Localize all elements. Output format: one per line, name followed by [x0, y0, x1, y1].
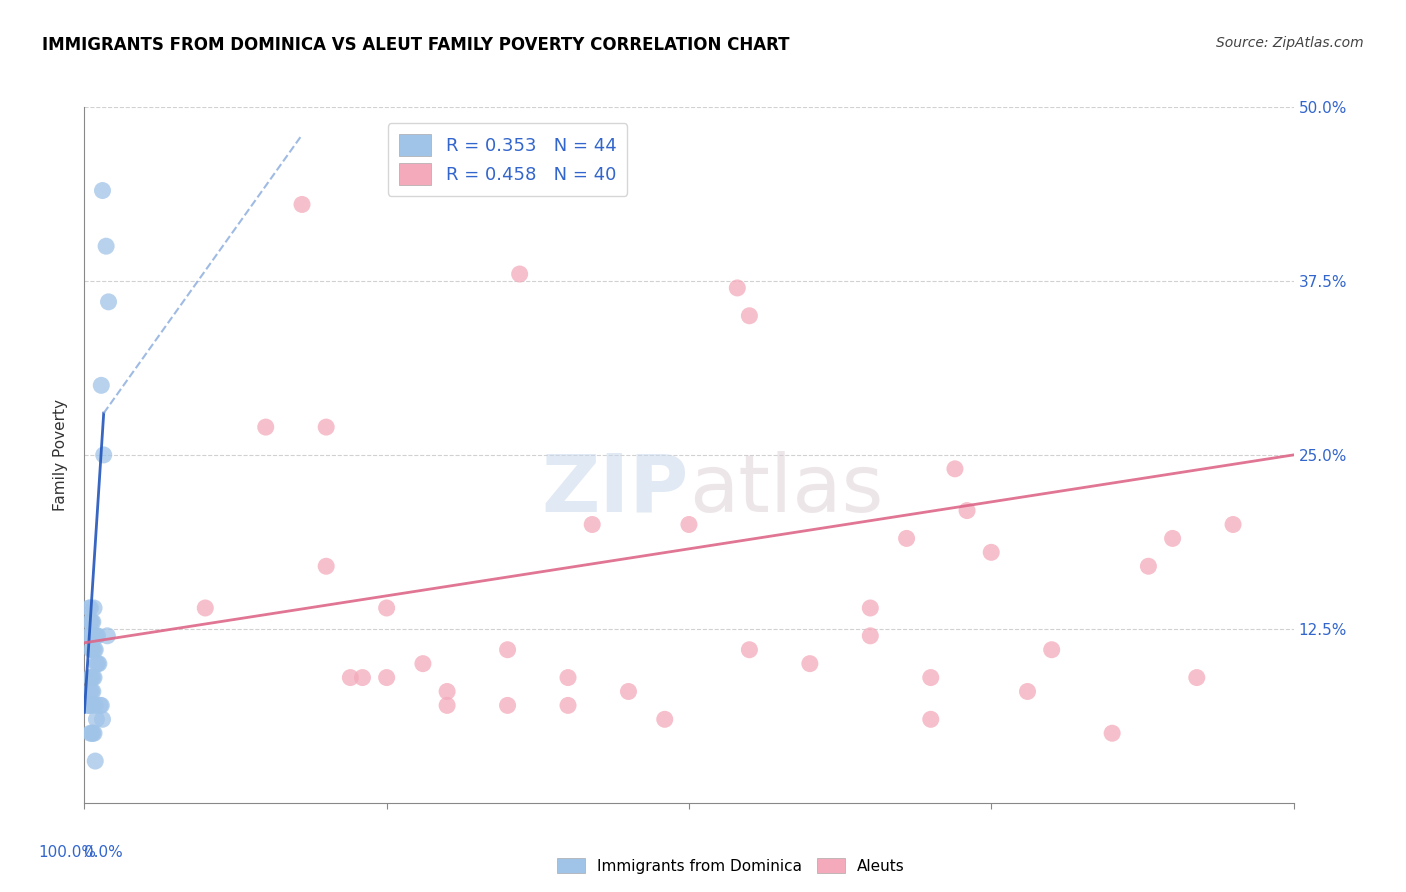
Point	[82, 726, 104, 740]
Legend: R = 0.353   N = 44, R = 0.458   N = 40: R = 0.353 N = 44, R = 0.458 N = 40	[388, 123, 627, 196]
Point	[80, 684, 103, 698]
Point	[80, 642, 103, 657]
Point	[79, 629, 101, 643]
Point	[77, 698, 100, 713]
Point	[86, 657, 108, 671]
Point	[84, 629, 107, 643]
Point	[291, 197, 314, 211]
Point	[1222, 517, 1244, 532]
Point	[80, 698, 103, 713]
Point	[83, 726, 105, 740]
Point	[86, 712, 108, 726]
Point	[96, 629, 118, 643]
Point	[82, 615, 104, 629]
Point	[956, 503, 979, 517]
Point	[77, 601, 100, 615]
Point	[79, 684, 101, 698]
Point	[77, 629, 100, 643]
Point	[1161, 532, 1184, 546]
Point	[496, 642, 519, 657]
Point	[80, 671, 103, 685]
Point	[1101, 726, 1123, 740]
Point	[315, 559, 337, 574]
Text: ZIP: ZIP	[541, 450, 689, 529]
Point	[91, 184, 114, 198]
Point	[84, 642, 107, 657]
Point	[725, 281, 748, 295]
Point	[93, 448, 115, 462]
Point	[1137, 559, 1160, 574]
Text: 100.0%: 100.0%	[38, 845, 97, 860]
Point	[80, 726, 103, 740]
Point	[920, 671, 942, 685]
Point	[84, 698, 107, 713]
Text: Source: ZipAtlas.com: Source: ZipAtlas.com	[1216, 36, 1364, 50]
Text: 0.0%: 0.0%	[84, 845, 124, 860]
Point	[86, 629, 108, 643]
Point	[82, 684, 104, 698]
Point	[1017, 684, 1039, 698]
Point	[86, 657, 108, 671]
Text: atlas: atlas	[689, 450, 883, 529]
Point	[352, 671, 374, 685]
Point	[859, 601, 882, 615]
Point	[82, 642, 104, 657]
Point	[315, 420, 337, 434]
Point	[254, 420, 277, 434]
Point	[80, 615, 103, 629]
Point	[1040, 642, 1063, 657]
Point	[79, 726, 101, 740]
Point	[412, 657, 434, 671]
Point	[375, 671, 398, 685]
Point	[90, 698, 112, 713]
Point	[557, 698, 579, 713]
Point	[79, 601, 101, 615]
Point	[436, 698, 458, 713]
Point	[654, 712, 676, 726]
Point	[86, 629, 108, 643]
Point	[678, 517, 700, 532]
Point	[581, 517, 603, 532]
Point	[97, 294, 120, 309]
Point	[859, 629, 882, 643]
Point	[91, 712, 114, 726]
Point	[79, 615, 101, 629]
Point	[89, 698, 111, 713]
Point	[94, 239, 117, 253]
Point	[83, 601, 105, 615]
Point	[83, 642, 105, 657]
Point	[82, 671, 104, 685]
Point	[557, 671, 579, 685]
Point	[436, 684, 458, 698]
Point	[84, 754, 107, 768]
Text: IMMIGRANTS FROM DOMINICA VS ALEUT FAMILY POVERTY CORRELATION CHART: IMMIGRANTS FROM DOMINICA VS ALEUT FAMILY…	[42, 36, 790, 54]
Point	[509, 267, 531, 281]
Point	[194, 601, 217, 615]
Point	[83, 671, 105, 685]
Point	[980, 545, 1002, 559]
Point	[617, 684, 640, 698]
Point	[943, 462, 966, 476]
Point	[375, 601, 398, 615]
Point	[496, 698, 519, 713]
Point	[90, 378, 112, 392]
Point	[77, 698, 100, 713]
Point	[738, 642, 761, 657]
Point	[79, 671, 101, 685]
Point	[896, 532, 918, 546]
Point	[339, 671, 361, 685]
Legend: Immigrants from Dominica, Aleuts: Immigrants from Dominica, Aleuts	[551, 852, 911, 880]
Point	[87, 657, 110, 671]
Point	[920, 712, 942, 726]
Point	[738, 309, 761, 323]
Point	[799, 657, 821, 671]
Point	[1185, 671, 1208, 685]
Y-axis label: Family Poverty: Family Poverty	[53, 399, 69, 511]
